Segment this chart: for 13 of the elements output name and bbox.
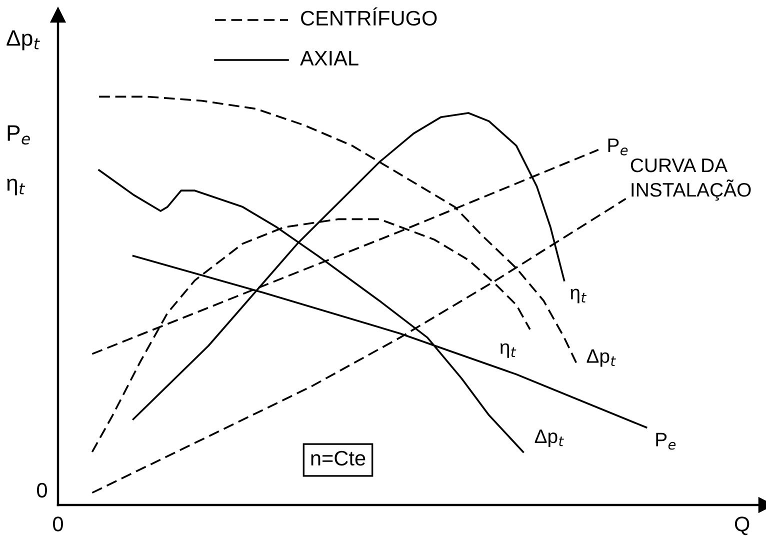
series-label: Δp$_{t}$ <box>586 349 616 367</box>
series-label: CURVA DA INSTALAÇÃO <box>630 158 751 201</box>
series-label: P$_{e}$ <box>608 138 628 156</box>
series-label: η$_{t}$ <box>500 343 516 358</box>
x-tick-label: Q <box>734 516 750 536</box>
text: Δp$_{t}$ P$_{e}$ η$_{t}$ <box>6 30 40 196</box>
series-label: Δp$_{t}$ <box>534 430 564 448</box>
annotation: n=Cte <box>311 450 366 466</box>
text: 0 <box>37 482 47 498</box>
text: AXIAL <box>300 51 358 66</box>
series-label: η$_{t}$ <box>570 288 587 304</box>
text: CENTRÍFUGO <box>301 7 437 26</box>
series-label: P$_{e}$ <box>656 432 676 450</box>
